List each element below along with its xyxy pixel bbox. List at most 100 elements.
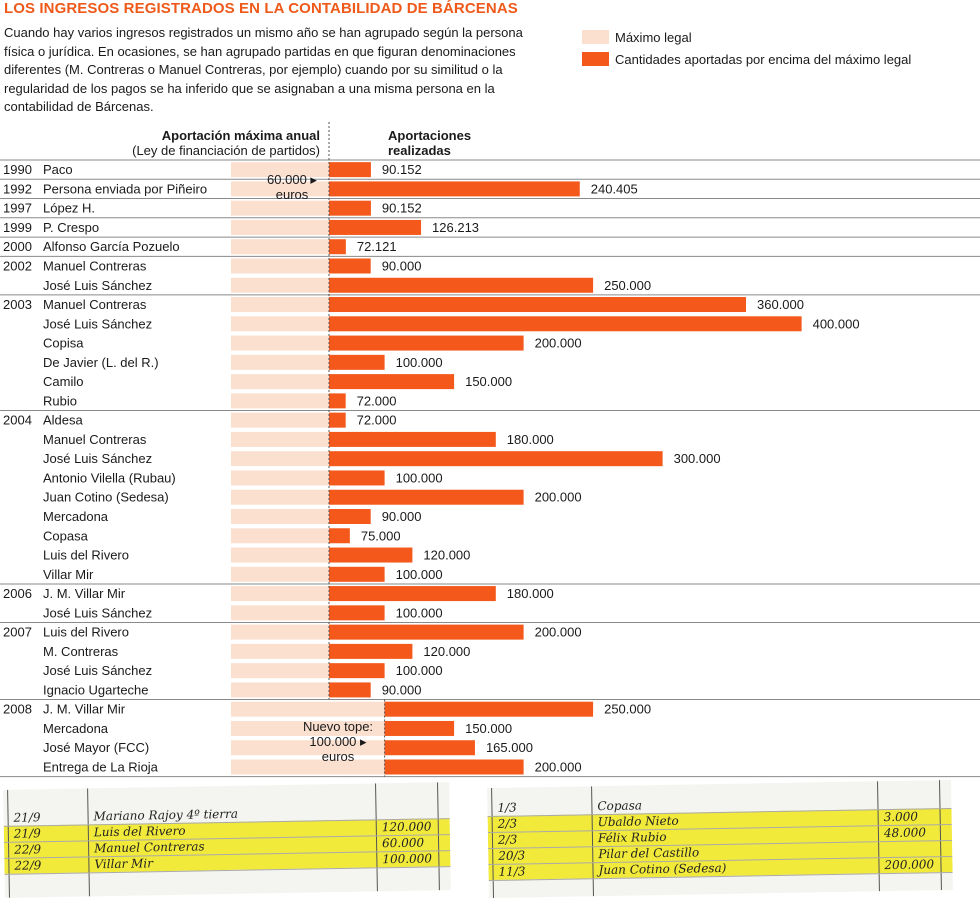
- value-label: 90.152: [382, 162, 422, 177]
- ledger-date: 2/3: [497, 816, 518, 831]
- max-legal-bar: [231, 528, 329, 544]
- value-label: 300.000: [674, 451, 721, 466]
- max-legal-bar: [231, 643, 329, 659]
- year-label: 2004: [3, 413, 32, 428]
- ledger-text: Copasa: [597, 798, 643, 814]
- contribution-bar: [384, 740, 475, 756]
- value-label: 150.000: [465, 374, 512, 389]
- contributor-name: Entrega de La Rioja: [43, 760, 159, 775]
- contribution-bar: [329, 258, 371, 274]
- max-legal-bar: [231, 759, 385, 775]
- ledger-text: Félix Rubio: [597, 829, 667, 846]
- contribution-bar: [329, 200, 371, 216]
- ledger-text: Ubaldo Nieto: [597, 813, 679, 830]
- max-legal-bar: [231, 181, 329, 197]
- max-legal-bar: [231, 412, 329, 428]
- contributor-name: J. M. Villar Mir: [43, 702, 126, 717]
- contribution-bar: [329, 605, 385, 621]
- contributor-name: Rubio: [43, 393, 77, 408]
- value-label: 165.000: [486, 740, 533, 755]
- max-legal-bar: [231, 740, 385, 756]
- ledger-text: Luis del Rivero: [93, 823, 186, 840]
- max-legal-bar: [231, 701, 385, 717]
- max-legal-bar: [231, 200, 329, 216]
- value-label: 90.000: [382, 509, 422, 524]
- ledger-photos: 21/9 Mariano Rajoy 4º tierra 21/9 Luis del …: [0, 779, 980, 901]
- contribution-bar: [329, 489, 524, 505]
- legend-swatch-max-legal: [582, 30, 609, 44]
- ledger-text: Villar Mir: [94, 856, 154, 872]
- value-label: 100.000: [396, 355, 443, 370]
- ledger-date: 1/3: [497, 800, 517, 815]
- contribution-bar: [384, 720, 455, 736]
- ledger-text: Manuel Contreras: [94, 839, 205, 856]
- legend-swatch-above-max: [582, 52, 609, 66]
- contribution-bar: [329, 297, 746, 313]
- value-label: 120.000: [423, 548, 470, 563]
- contribution-bar: [329, 528, 350, 544]
- contribution-bar: [329, 451, 663, 467]
- annotation-new-max-line2: 100.000 ▸: [309, 734, 367, 749]
- annotation-new-max-line3: euros: [322, 749, 355, 764]
- contributor-name: Ignacio Ugarteche: [43, 682, 149, 697]
- max-legal-bar: [231, 219, 329, 235]
- contributor-name: Luis del Rivero: [43, 625, 129, 640]
- max-legal-bar: [231, 297, 329, 313]
- ledger-text: Mariano Rajoy 4º tierra: [93, 806, 239, 824]
- contributor-name: José Luis Sánchez: [43, 451, 152, 466]
- contributor-name: Luis del Rivero: [43, 548, 129, 563]
- ledger-text: Pilar del Castillo: [598, 845, 700, 862]
- contributor-name: Persona enviada por Piñeiro: [43, 181, 207, 196]
- contribution-bar: [329, 354, 385, 370]
- value-label: 100.000: [396, 663, 443, 678]
- contribution-bar: [329, 547, 413, 563]
- max-legal-bar: [231, 431, 329, 447]
- contribution-bar: [329, 219, 422, 235]
- ledger-amount: 120.000: [381, 819, 432, 835]
- value-label: 200.000: [535, 625, 582, 640]
- legend: Máximo legal Cantidades aportadas por en…: [582, 26, 911, 70]
- max-legal-bar: [231, 547, 329, 563]
- contributor-name: Aldesa: [43, 413, 84, 428]
- contributor-name: Alfonso García Pozuelo: [43, 239, 180, 254]
- contributor-name: José Mayor (FCC): [43, 740, 149, 755]
- annotation-60000-line1: 60.000 ▸: [267, 172, 317, 187]
- contributor-name: Camilo: [43, 374, 83, 389]
- year-label: 1990: [3, 162, 32, 177]
- contribution-bar: [329, 393, 346, 409]
- ledger-date: 22/9: [14, 858, 42, 873]
- contributor-name: Juan Cotino (Sedesa): [43, 490, 169, 505]
- value-label: 90.000: [382, 258, 422, 273]
- contribution-bar: [329, 374, 455, 390]
- ledger-date: 20/3: [498, 848, 526, 863]
- contribution-bar: [329, 470, 385, 486]
- contributor-name: Mercadona: [43, 721, 109, 736]
- value-label: 72.000: [357, 413, 397, 428]
- value-label: 200.000: [535, 336, 582, 351]
- contribution-bar: [329, 181, 580, 197]
- value-label: 250.000: [604, 278, 651, 293]
- column-header-max-legal: Aportación máxima anual (Ley de financia…: [112, 128, 320, 158]
- value-label: 72.000: [357, 393, 397, 408]
- ledger-date: 21/9: [13, 826, 41, 841]
- ledger-amount: 48.000: [883, 825, 927, 841]
- column-header-contributions-line2: realizadas: [388, 143, 451, 158]
- contributor-name: De Javier (L. del R.): [43, 355, 159, 370]
- legend-item-max-legal: Máximo legal: [582, 26, 911, 48]
- max-legal-bar: [231, 605, 329, 621]
- contribution-bar: [384, 759, 524, 775]
- max-legal-bar: [231, 624, 329, 640]
- legend-label-max-legal: Máximo legal: [615, 29, 692, 45]
- contribution-bar: [329, 624, 524, 640]
- bar-chart: 1990 Paco 90.152 1992 Persona enviada por Pi…: [0, 122, 980, 778]
- contributor-name: Copisa: [43, 336, 84, 351]
- year-label: 2006: [3, 586, 32, 601]
- ledger-date: 2/3: [497, 832, 518, 847]
- max-legal-bar: [231, 663, 329, 679]
- max-legal-bar: [231, 566, 329, 582]
- max-legal-bar: [231, 682, 329, 698]
- contributor-name: Antonio Vilella (Rubau): [43, 470, 176, 485]
- max-legal-bar: [231, 508, 329, 524]
- value-label: 100.000: [396, 605, 443, 620]
- value-label: 75.000: [361, 528, 401, 543]
